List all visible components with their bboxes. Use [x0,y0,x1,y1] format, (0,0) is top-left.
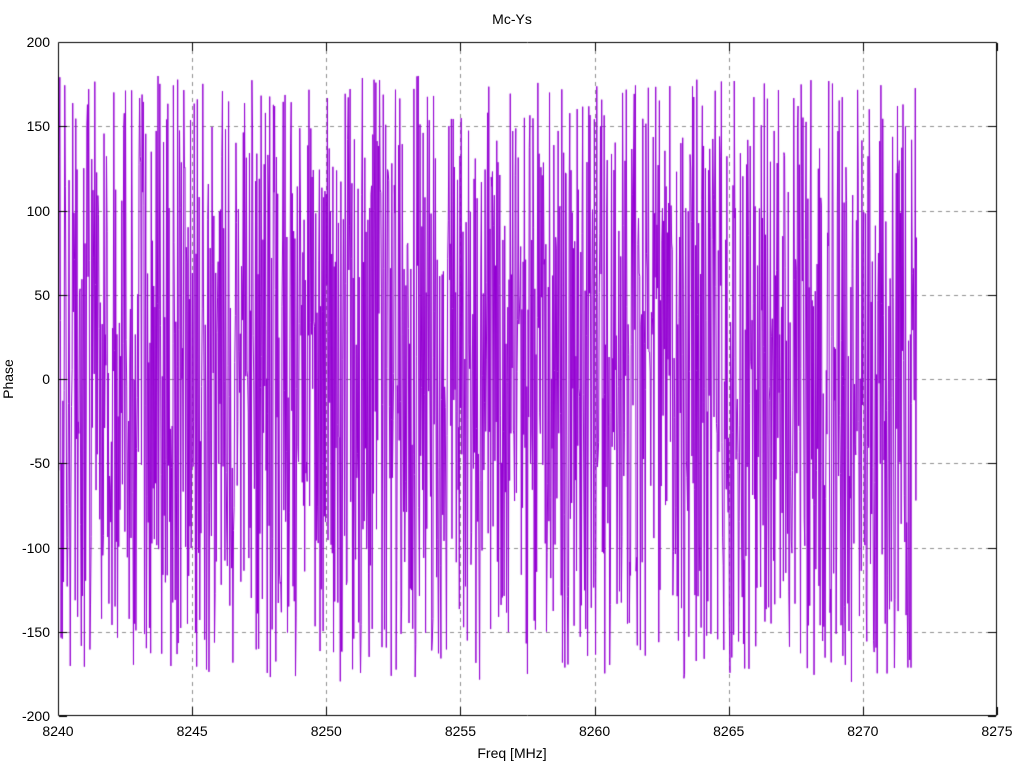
x-tick-label: 8245 [176,723,208,739]
y-tick-label: -150 [21,623,50,640]
y-tick-label: 150 [26,118,50,135]
y-tick-label: -50 [29,455,50,472]
y-tick-label: 200 [26,34,50,50]
x-axis-label: Freq [MHz] [477,745,547,761]
y-tick-label: 0 [42,371,50,387]
y-tick-label: -200 [21,708,50,724]
x-tick-label: 8265 [713,723,745,739]
x-tick-label: 8240 [42,723,74,739]
y-tick-label: 100 [26,202,50,219]
x-tick-label: 8270 [847,723,879,739]
x-tick-label: 8255 [444,723,476,739]
x-tick-label: 8250 [310,723,342,739]
page-title: Mc-Ys [492,11,532,27]
x-tick-label: 8275 [981,723,1013,739]
x-tick-label: 8260 [578,723,611,739]
y-tick-label: 50 [34,286,50,303]
y-tick-label: -100 [21,539,50,556]
